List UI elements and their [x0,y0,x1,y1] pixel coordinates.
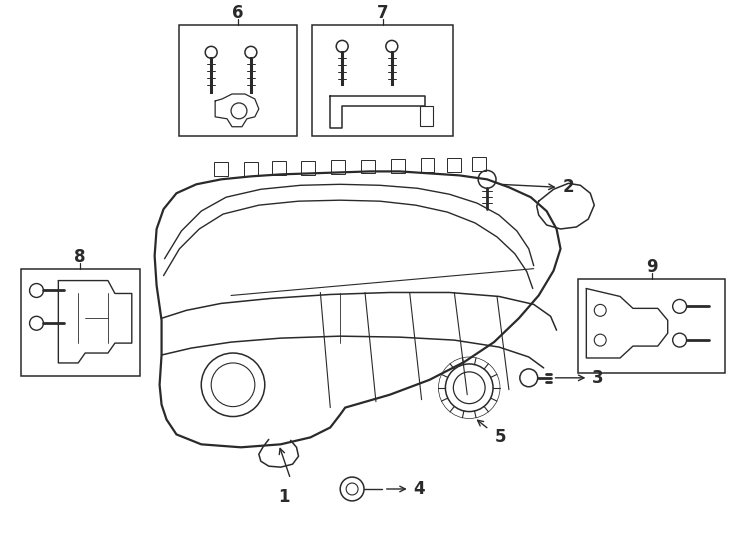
Text: 7: 7 [377,4,389,22]
Bar [361,159,375,173]
Bar [21,269,139,376]
Bar [214,163,228,177]
Bar [244,162,258,176]
Bar [390,159,404,173]
Text: 1: 1 [278,488,289,506]
Bar [448,158,461,172]
Bar [331,160,345,174]
Bar [179,24,297,136]
Text: 5: 5 [495,428,506,447]
Text: 8: 8 [74,248,86,266]
Bar [302,161,316,174]
Bar [272,161,286,175]
Bar [420,106,434,126]
Text: 9: 9 [646,258,658,276]
Text: 2: 2 [562,178,574,196]
Text: 3: 3 [592,369,604,387]
Text: 4: 4 [414,480,425,498]
Bar [421,158,435,172]
Bar [578,279,725,373]
Bar [472,157,486,171]
Text: 6: 6 [232,4,244,22]
Bar [313,24,454,136]
